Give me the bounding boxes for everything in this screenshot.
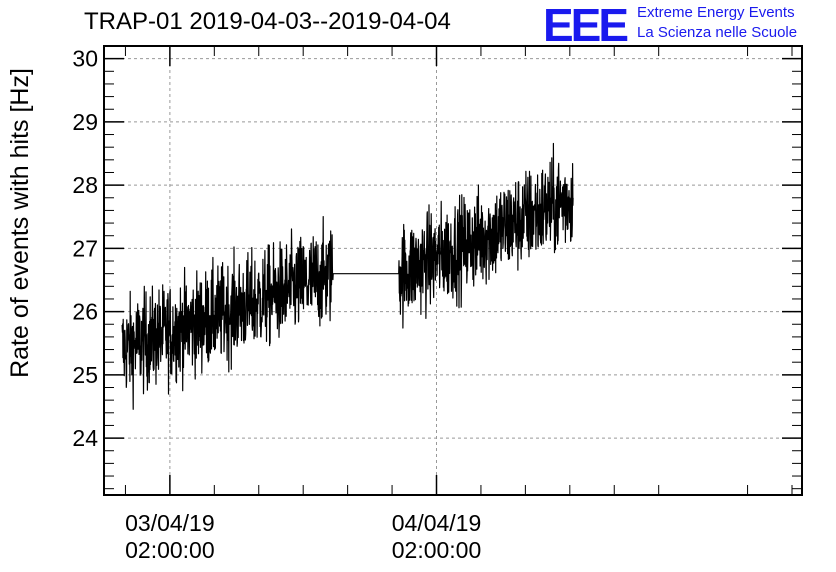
y-tick-label: 30 [72,46,98,72]
y-tick-label: 24 [72,425,98,451]
data-series [121,142,574,410]
axis-ticks [104,45,802,495]
y-tick-labels: 24 25 26 27 28 29 30 [72,46,98,451]
y-axis-label: Rate of events with hits [Hz] [6,68,34,378]
logo-text-line2: La Scienza nelle Scuole [637,24,798,41]
eee-logo-icon: EEE [543,0,629,51]
x-tick-label-date: 04/04/19 [392,510,482,536]
x-tick-label-time: 02:00:00 [392,537,482,563]
series-line-rate [121,142,574,410]
y-tick-label: 25 [72,362,98,388]
y-tick-label: 29 [72,109,98,135]
x-tick-label-date: 03/04/19 [125,510,215,536]
logo-text-line1: Extreme Energy Events [637,4,795,21]
y-tick-label: 26 [72,299,98,325]
chart-title: TRAP-01 2019-04-03--2019-04-04 [84,8,451,35]
grid-lines [104,46,802,495]
y-tick-label: 28 [72,172,98,198]
plot-frame [103,45,803,496]
y-tick-label: 27 [72,235,98,261]
x-tick-label-time: 02:00:00 [125,537,215,563]
